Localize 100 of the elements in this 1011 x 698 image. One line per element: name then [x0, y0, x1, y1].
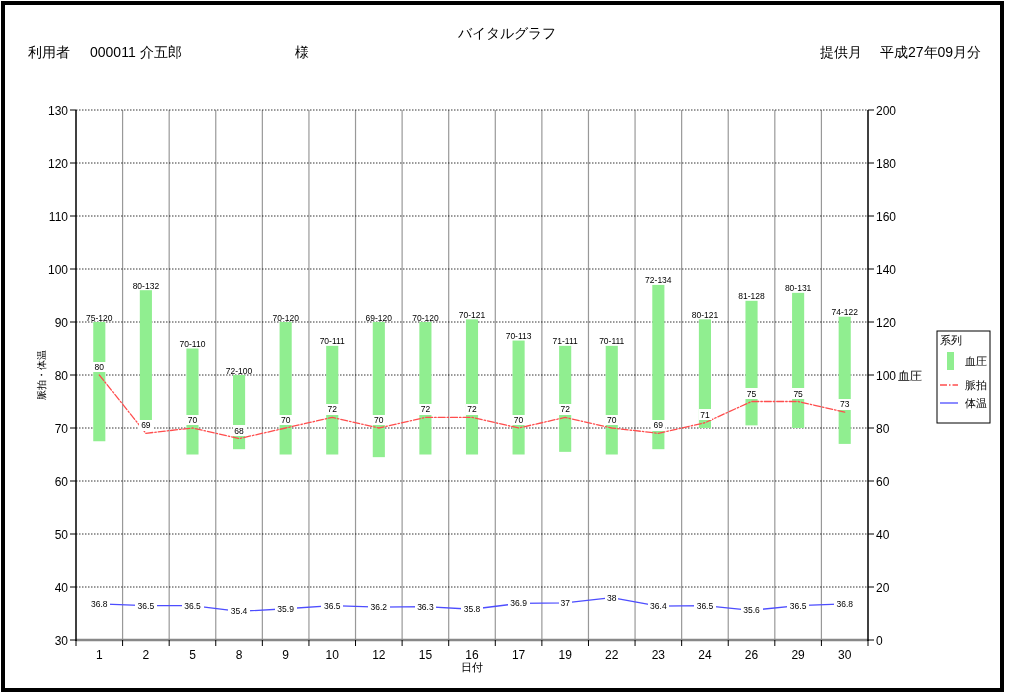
data-label: 73 — [839, 399, 850, 410]
data-label: 70-111 — [599, 336, 625, 347]
data-label: 72 — [467, 404, 477, 415]
data-label: 70 — [280, 415, 291, 425]
bar — [652, 284, 665, 450]
x-tick-label: 16 — [465, 648, 479, 662]
data-label: 36.4 — [650, 601, 667, 612]
y2-tick-label: 180 — [876, 156, 897, 171]
bar — [512, 340, 525, 455]
data-label: 38 — [607, 592, 617, 603]
data-label: 72 — [560, 404, 571, 415]
bar — [419, 322, 432, 455]
text: 様 — [295, 44, 309, 60]
data-label: 75 — [746, 388, 757, 399]
bar — [93, 322, 106, 442]
x-tick-label: 24 — [698, 648, 712, 662]
x-tick-label: 23 — [651, 648, 666, 662]
data-label: 36.8 — [91, 598, 108, 609]
data-label: 72 — [327, 404, 338, 415]
y2-tick-label: 60 — [876, 474, 890, 489]
x-tick-label: 30 — [838, 648, 852, 662]
text: 000011 介五郎 — [90, 44, 182, 60]
data-label: 36.5 — [323, 600, 341, 611]
data-label: 36.5 — [789, 600, 807, 611]
y-tick-label: 50 — [54, 527, 69, 542]
data-label: 35.8 — [463, 604, 481, 615]
data-label: 36.5 — [137, 600, 155, 611]
bar — [698, 319, 711, 428]
y-tick-label: 30 — [54, 633, 69, 648]
y-tick-label: 100 — [47, 262, 69, 277]
y2-tick-label: 20 — [876, 580, 890, 595]
y-tick-label: 70 — [54, 421, 69, 436]
data-label: 72-100 — [225, 365, 253, 376]
data-label: 75-120 — [86, 312, 113, 323]
data-label: 70-110 — [179, 339, 206, 349]
data-label: 80-121 — [691, 309, 719, 320]
data-label: 36.9 — [510, 598, 528, 609]
x-tick-label: 29 — [791, 648, 806, 662]
bar — [605, 345, 618, 455]
data-label: 80-131 — [784, 283, 812, 294]
data-label: 37 — [560, 597, 571, 608]
data-label: 75 — [793, 388, 804, 399]
bar — [745, 300, 758, 426]
y-axis-title: 脈拍・体温 — [36, 350, 47, 400]
data-label: 35.9 — [277, 603, 295, 614]
data-label: 36.2 — [370, 602, 388, 613]
x-tick-label: 17 — [511, 648, 526, 662]
y2-tick-label: 100 — [876, 368, 897, 383]
text: 利用者 — [28, 44, 70, 60]
data-label: 36.5 — [696, 600, 714, 611]
x-tick-label: 1 — [95, 648, 103, 662]
data-label: 35.6 — [743, 605, 761, 616]
data-label: 36.5 — [184, 600, 202, 611]
x-tick-label: 22 — [605, 648, 619, 662]
legend-label: 脈拍 — [965, 379, 987, 391]
y-tick-label: 130 — [47, 103, 69, 118]
y-tick-label: 40 — [54, 580, 69, 595]
y2-tick-label: 160 — [876, 209, 897, 224]
x-tick-label: 8 — [235, 648, 243, 662]
y2-axis-title: 血圧 — [898, 368, 922, 383]
data-label: 80-132 — [132, 280, 160, 291]
y2-tick-label: 200 — [876, 103, 897, 118]
y2-tick-label: 40 — [876, 527, 890, 542]
data-label: 70-120 — [412, 312, 439, 323]
data-label: 70 — [607, 415, 617, 425]
data-label: 81-128 — [738, 291, 766, 302]
y-tick-label: 110 — [48, 209, 69, 224]
data-label: 69 — [653, 420, 664, 431]
data-label: 71-111 — [552, 336, 579, 347]
y2-tick-label: 80 — [876, 421, 890, 436]
bar — [233, 375, 246, 450]
data-label: 36.3 — [417, 601, 434, 612]
x-tick-label: 5 — [189, 648, 197, 662]
data-label: 72 — [420, 404, 431, 415]
x-tick-label: 2 — [142, 648, 150, 662]
legend-label: 血圧 — [965, 355, 987, 367]
bar — [279, 322, 292, 455]
data-label: 70 — [374, 415, 384, 425]
chart-title: バイタルグラフ — [457, 25, 556, 41]
text: 提供月 — [820, 44, 862, 60]
legend-label: 体温 — [965, 397, 987, 409]
x-tick-label: 10 — [325, 648, 340, 662]
x-axis-title: 日付 — [461, 661, 483, 673]
data-label: 68 — [234, 425, 245, 436]
y-tick-label: 120 — [47, 156, 69, 171]
data-label: 70-111 — [319, 336, 346, 347]
x-tick-label: 12 — [372, 648, 386, 662]
data-label: 36.8 — [836, 598, 854, 609]
x-tick-label: 26 — [744, 648, 759, 662]
bar — [792, 292, 805, 428]
data-label: 74-122 — [831, 307, 859, 318]
data-label: 71 — [700, 409, 710, 420]
y-tick-label: 60 — [54, 474, 69, 489]
bar — [186, 348, 199, 455]
bar — [559, 345, 572, 452]
legend-title: 系列 — [940, 334, 962, 346]
data-label: 70-121 — [458, 309, 486, 320]
data-label: 69 — [141, 420, 151, 431]
y2-tick-label: 120 — [876, 315, 897, 330]
x-tick-label: 9 — [282, 648, 290, 662]
